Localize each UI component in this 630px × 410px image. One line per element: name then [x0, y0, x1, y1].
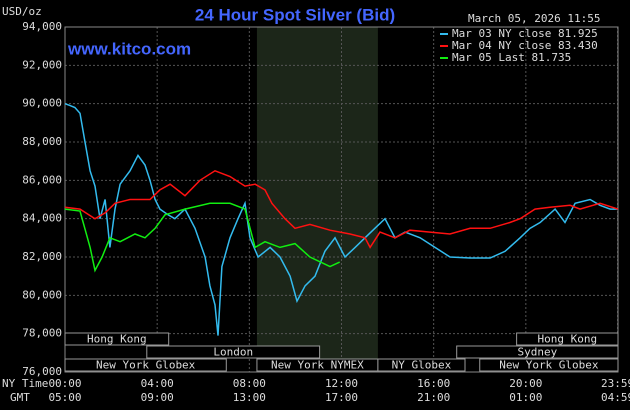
session-label: NY Globex [392, 359, 452, 372]
series-line [64, 169, 619, 249]
legend-label: Mar 03 NY close 81.925 [452, 27, 598, 40]
legend-label: Mar 04 NY close 83.430 [452, 39, 598, 52]
chart-title: 24 Hour Spot Silver (Bid) [195, 5, 395, 24]
y-tick-label: 94,000 [22, 20, 62, 33]
x-tick-label: 20:00 [509, 377, 542, 390]
gmt-tick-label: 09:00 [141, 391, 174, 404]
session-box [146, 345, 321, 359]
series-line [64, 202, 341, 273]
legend-label: Mar 05 Last 81.735 [452, 51, 571, 64]
session-label: London [213, 346, 253, 359]
gmt-tick-label: 01:00 [509, 391, 542, 404]
gmt-tick-label: 13:00 [233, 391, 266, 404]
y-tick-label: 82,000 [22, 250, 62, 263]
y-tick-label: 88,000 [22, 135, 62, 148]
gmt-tick-label: 04:59 [601, 391, 630, 404]
session-label: New York NYMEX [271, 359, 364, 372]
y-axis-label: USD/oz [2, 5, 42, 18]
session-box [516, 332, 619, 346]
session-box [64, 358, 227, 372]
session-box [456, 345, 619, 359]
session-label: Sydney [517, 346, 557, 359]
session-box [377, 358, 466, 372]
session-label: New York Globex [499, 359, 599, 372]
x-tick-label: 00:00 [48, 377, 81, 390]
x-tick-label: 12:00 [325, 377, 358, 390]
gmt-tick-label: 17:00 [325, 391, 358, 404]
session-label: Hong Kong [538, 333, 598, 346]
y-tick-label: 80,000 [22, 288, 62, 301]
x-tick-label: 08:00 [233, 377, 266, 390]
x-tick-label: 04:00 [141, 377, 174, 390]
x-tick-label: 23:59 [601, 377, 630, 390]
timestamp: March 05, 2026 11:55 [468, 12, 600, 25]
session-shade [256, 27, 378, 372]
plot-frame [64, 26, 619, 373]
session-box [479, 358, 619, 372]
gmt-tick-label: 21:00 [417, 391, 450, 404]
session-label: Hong Kong [87, 333, 147, 346]
y-tick-label: 84,000 [22, 212, 62, 225]
site-label: www.kitco.com [67, 39, 191, 58]
session-box [64, 332, 170, 346]
y-tick-label: 76,000 [22, 365, 62, 378]
y-tick-label: 90,000 [22, 97, 62, 110]
y-tick-label: 78,000 [22, 327, 62, 340]
gmt-tick-label: 05:00 [48, 391, 81, 404]
session-label: New York Globex [96, 359, 196, 372]
x-tick-label: 16:00 [417, 377, 450, 390]
x-axis-label: NY Time [2, 377, 48, 390]
series-line [64, 102, 618, 336]
y-tick-label: 86,000 [22, 173, 62, 186]
x2-axis-label: GMT [10, 391, 30, 404]
y-tick-label: 92,000 [22, 58, 62, 71]
